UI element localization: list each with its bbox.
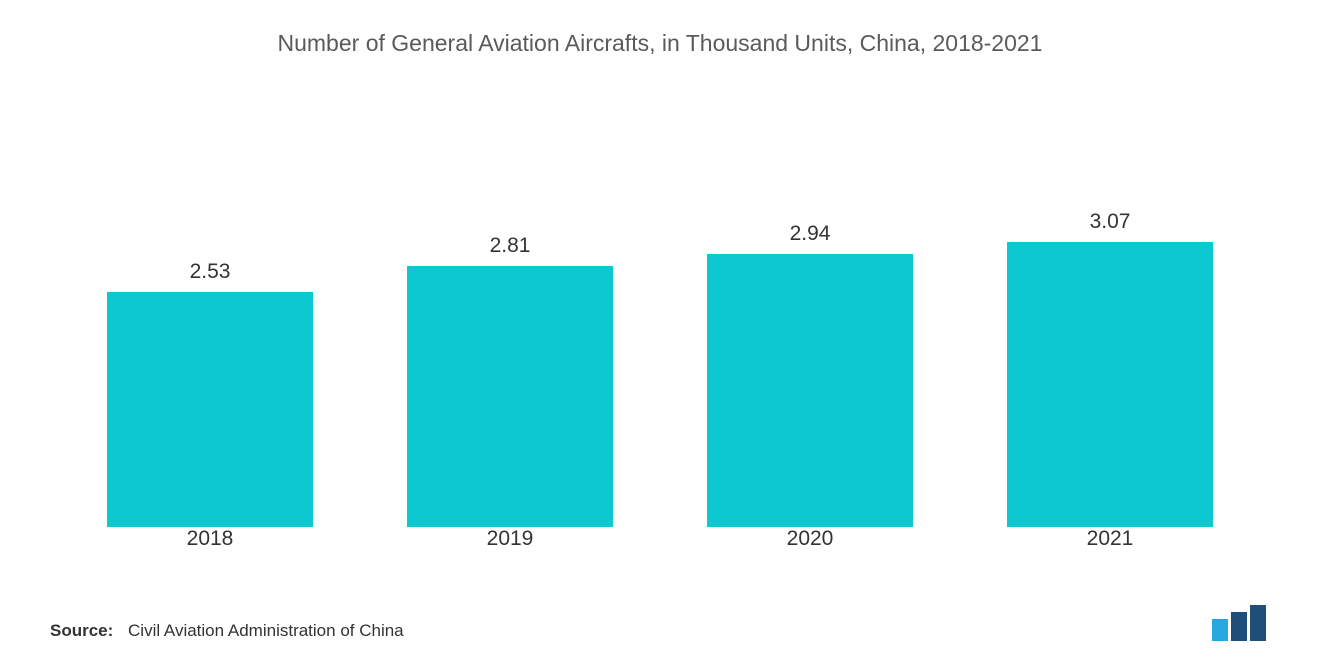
bar-group-3: 3.07 <box>978 77 1242 527</box>
category-label-3: 2021 <box>1087 527 1134 550</box>
bars-row: 2.53 2.81 2.94 3.07 <box>50 77 1270 527</box>
bar-group-2: 2.94 <box>678 77 942 527</box>
logo-bar-0 <box>1212 619 1228 641</box>
chart-title: Number of General Aviation Aircrafts, in… <box>50 30 1270 57</box>
source-row: Source: Civil Aviation Administration of… <box>50 605 1270 641</box>
bar-value-1: 2.81 <box>490 234 531 258</box>
x-label-slot-1: 2019 <box>378 527 642 551</box>
logo-bar-1 <box>1231 612 1247 641</box>
x-label-slot-2: 2020 <box>678 527 942 551</box>
bar-value-0: 2.53 <box>190 260 231 284</box>
x-label-slot-0: 2018 <box>78 527 342 551</box>
logo-bar-2 <box>1250 605 1266 641</box>
x-axis-labels: 2018 2019 2020 2021 <box>50 527 1270 551</box>
chart-container: Number of General Aviation Aircrafts, in… <box>0 0 1320 665</box>
bar-2 <box>707 254 913 527</box>
bar-value-3: 3.07 <box>1090 210 1131 234</box>
bar-3 <box>1007 242 1213 527</box>
category-label-2: 2020 <box>787 527 834 550</box>
source-value: Civil Aviation Administration of China <box>128 621 404 640</box>
brand-logo-icon <box>1212 605 1270 641</box>
x-label-slot-3: 2021 <box>978 527 1242 551</box>
source-text: Source: Civil Aviation Administration of… <box>50 621 404 641</box>
bar-group-0: 2.53 <box>78 77 342 527</box>
bar-value-2: 2.94 <box>790 222 831 246</box>
source-label: Source: <box>50 621 113 640</box>
bar-group-1: 2.81 <box>378 77 642 527</box>
category-label-1: 2019 <box>487 527 534 550</box>
bar-0 <box>107 292 313 527</box>
category-label-0: 2018 <box>187 527 234 550</box>
plot-area: 2.53 2.81 2.94 3.07 <box>50 77 1270 527</box>
bar-1 <box>407 266 613 527</box>
